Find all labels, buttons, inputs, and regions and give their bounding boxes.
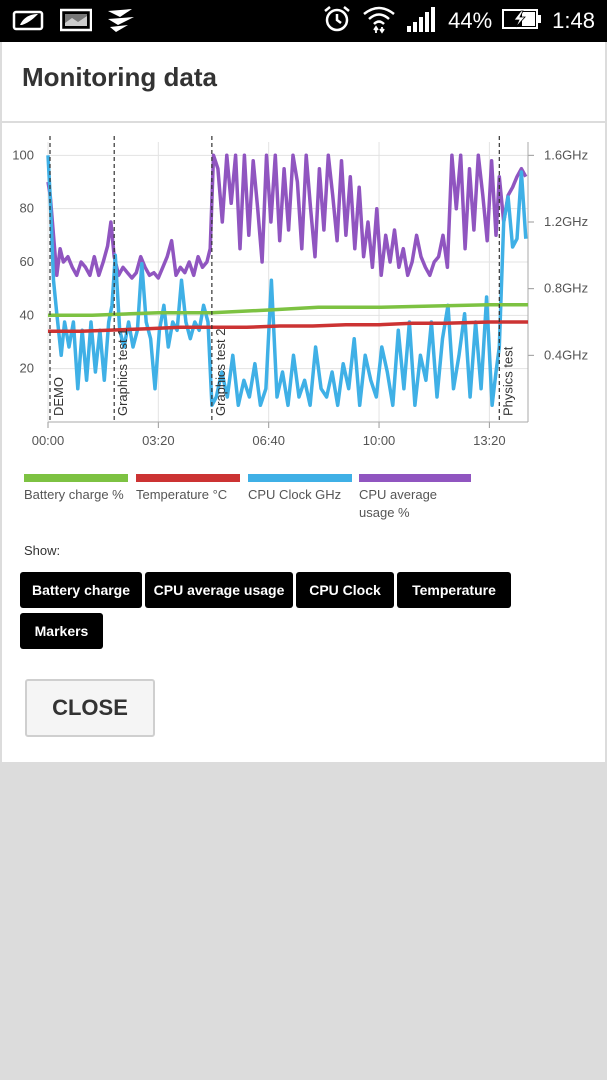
y-tick-label-100: 100	[12, 147, 34, 162]
legend-swatch-temperature	[136, 474, 240, 482]
x-tick-label-3: 10:00	[363, 433, 396, 448]
signal-icon	[406, 6, 438, 37]
series-line-battery-charge	[48, 302, 528, 318]
series-line-cpu-average-usage	[46, 153, 528, 280]
y-tick-label-20: 20	[20, 361, 34, 376]
legend-swatch-battery	[24, 474, 128, 482]
battery-charging-icon	[502, 7, 542, 36]
battery-percent: 44%	[448, 8, 493, 33]
show-label: Show:	[24, 543, 61, 558]
legend-item-cpu-clock: CPU Clock GHz	[248, 474, 352, 504]
legend-swatch-cpu-usage	[359, 474, 471, 482]
right-tick-label-0: 0.4GHz	[544, 347, 588, 362]
toggle-markers-button[interactable]: Markers	[20, 613, 103, 649]
legend-label-temperature: Temperature °C	[136, 487, 228, 502]
y-tick-label-40: 40	[20, 307, 34, 322]
legend-label-battery: Battery charge %	[24, 487, 124, 502]
legend-item-battery: Battery charge %	[24, 474, 128, 504]
wifi-icon	[362, 4, 396, 39]
close-button[interactable]: CLOSE	[25, 679, 155, 737]
toggle-temperature-button[interactable]: Temperature	[397, 572, 511, 608]
y-tick-label-80: 80	[20, 201, 34, 216]
title-divider	[2, 121, 605, 123]
monitoring-chart: 20 40 60 80 100 00:00 03:20 06:40 10:00 13:20 0.4G…	[12, 136, 588, 448]
chart-legend: Battery charge % Temperature °C CPU Cloc…	[24, 474, 584, 544]
legend-swatch-cpu-clock	[248, 474, 352, 482]
x-tick-label-0: 00:00	[32, 433, 65, 448]
toggle-cpu-clock-button[interactable]: CPU Clock	[296, 572, 394, 608]
notification-icon	[12, 8, 46, 37]
monitoring-dialog: Monitoring data 20 40 60 80 100 00:00 03:20 06:…	[2, 42, 605, 762]
legend-label-cpu-usage: CPU average usage %	[359, 487, 438, 520]
x-tick-label-4: 13:20	[473, 433, 506, 448]
marker-label-2: Graphics test 2	[213, 329, 228, 416]
marker-label-0: DEMO	[51, 377, 66, 416]
status-bar: 44% 1:48	[0, 0, 607, 42]
right-tick-label-3: 1.6GHz	[544, 147, 588, 162]
right-tick-label-1: 0.8GHz	[544, 281, 588, 296]
marker-label-3: Physics test	[500, 346, 515, 416]
toggle-cpu-average-usage-button[interactable]: CPU average usage	[145, 572, 293, 608]
marker-label-1: Graphics test 1	[115, 329, 130, 416]
app-logo-icon	[106, 7, 136, 38]
series-line-temperature-c	[48, 320, 528, 334]
series-line-cpu-clock-ghz	[46, 155, 528, 408]
legend-label-cpu-clock: CPU Clock GHz	[248, 487, 342, 502]
alarm-icon	[322, 4, 352, 39]
legend-item-cpu-usage: CPU average usage %	[359, 474, 471, 522]
x-tick-label-1: 03:20	[142, 433, 175, 448]
toggle-battery-charge-button[interactable]: Battery charge	[20, 572, 142, 608]
clock-time: 1:48	[552, 8, 595, 33]
y-tick-label-60: 60	[20, 254, 34, 269]
dialog-title: Monitoring data	[22, 62, 217, 92]
right-tick-label-2: 1.2GHz	[544, 214, 588, 229]
image-icon	[59, 8, 93, 37]
legend-item-temperature: Temperature °C	[136, 474, 240, 504]
x-tick-label-2: 06:40	[252, 433, 285, 448]
